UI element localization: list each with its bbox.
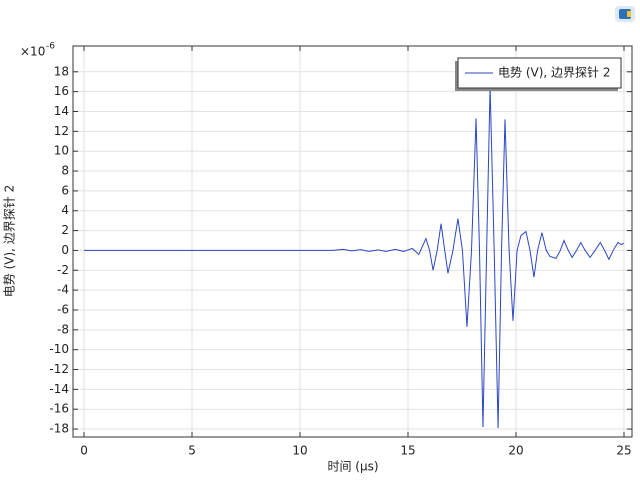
y-tick-label: 2 <box>61 223 69 237</box>
x-tick-label: 20 <box>508 444 523 458</box>
y-tick-label: -8 <box>57 322 69 336</box>
x-tick-label: 5 <box>188 444 196 458</box>
y-tick-label: -10 <box>49 342 69 356</box>
y-scale-exponent: -6 <box>46 42 55 52</box>
x-tick-label: 15 <box>400 444 415 458</box>
x-tick-label: 10 <box>292 444 307 458</box>
y-scale-label: ×10 <box>20 45 45 59</box>
y-tick-label: 12 <box>54 124 69 138</box>
y-tick-label: -6 <box>57 302 69 316</box>
x-tick-label: 25 <box>616 444 631 458</box>
y-tick-label: 10 <box>54 144 69 158</box>
y-tick-label: 14 <box>54 104 69 118</box>
y-tick-label: -2 <box>57 263 69 277</box>
y-tick-label: 6 <box>61 183 69 197</box>
app-logo <box>615 6 635 22</box>
x-tick-label: 0 <box>80 444 88 458</box>
legend-label: 电势 (V), 边界探针 2 <box>498 65 610 80</box>
y-tick-label: 18 <box>54 64 69 78</box>
x-axis-label: 时间 (μs) <box>327 460 378 474</box>
plot-frame <box>72 45 633 438</box>
y-tick-label: -12 <box>49 362 69 376</box>
y-tick-label: -18 <box>49 422 69 436</box>
legend: 电势 (V), 边界探针 2 <box>455 57 622 91</box>
y-tick-label: 4 <box>61 203 69 217</box>
y-tick-label: 16 <box>54 84 69 98</box>
y-tick-label: -14 <box>49 382 69 396</box>
y-axis-label: 电势 (V), 边界探针 2 <box>2 185 17 297</box>
y-tick-label: -16 <box>49 402 69 416</box>
data-line <box>84 86 625 429</box>
y-tick-label: 8 <box>61 164 69 178</box>
y-tick-label: -4 <box>57 283 69 297</box>
y-tick-label: 0 <box>61 243 69 257</box>
